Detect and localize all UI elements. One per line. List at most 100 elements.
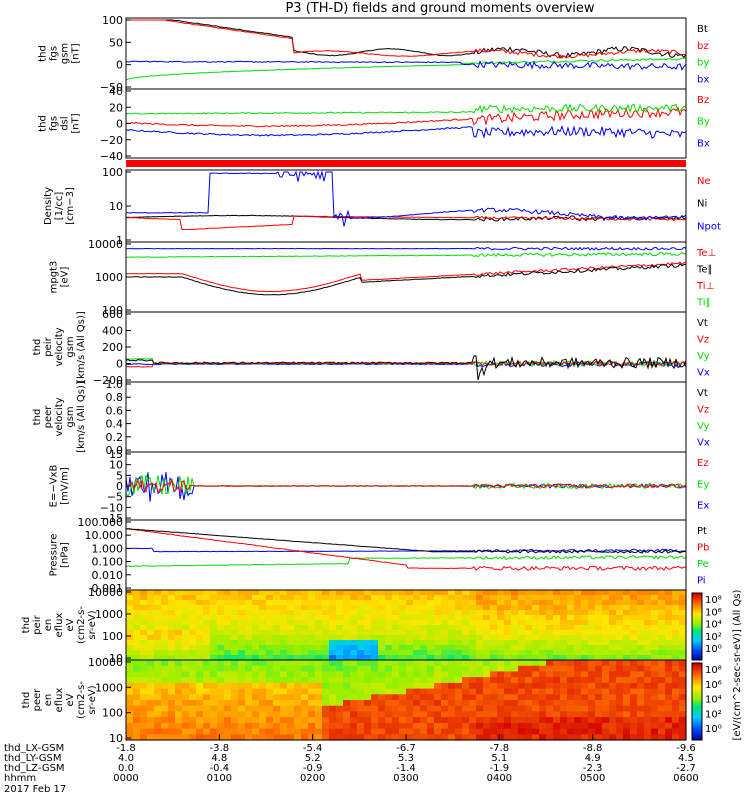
colorbar-tick: 10⁰: [705, 724, 722, 735]
heatmap-cell: [147, 645, 155, 651]
heatmap-cell: [609, 734, 617, 741]
legend-ti∥: Ti∥: [696, 298, 711, 309]
heatmap-cell: [385, 665, 393, 672]
heatmap-cell: [497, 688, 505, 695]
heatmap-cell: [560, 595, 568, 601]
heatmap-cell: [329, 660, 337, 667]
heatmap-cell: [441, 734, 449, 741]
ephemeris-value: 4.8: [211, 753, 227, 764]
y-axis-label-line: thd: [21, 617, 32, 634]
heatmap-cell: [280, 640, 288, 646]
colorbar-cell: [692, 631, 702, 634]
heatmap-cell: [518, 645, 526, 651]
heatmap-cell: [154, 711, 162, 718]
heatmap-cell: [595, 645, 603, 651]
heatmap-cell: [126, 630, 134, 636]
heatmap-cell: [609, 600, 617, 606]
heatmap-cell: [476, 688, 484, 695]
heatmap-cell: [371, 682, 379, 690]
heatmap-cell: [294, 682, 302, 690]
y-tick-label: 600: [102, 308, 123, 321]
heatmap-cell: [525, 688, 533, 695]
heatmap-cell: [385, 605, 393, 611]
heatmap-cell: [357, 660, 365, 667]
heatmap-cell: [567, 610, 575, 616]
heatmap-cell: [532, 645, 540, 651]
heatmap-cell: [154, 677, 162, 684]
heatmap-cell: [469, 688, 477, 695]
heatmap-cell: [448, 610, 456, 616]
heatmap-cell: [357, 635, 365, 641]
heatmap-cell: [567, 590, 575, 596]
heatmap-cell: [189, 728, 197, 735]
colorbar-cell: [692, 705, 702, 708]
heatmap-cell: [441, 650, 449, 656]
heatmap-cell: [623, 650, 631, 656]
heatmap-cell: [525, 595, 533, 601]
heatmap-cell: [462, 694, 470, 701]
heatmap-cell: [560, 620, 568, 626]
heatmap-cell: [658, 640, 666, 646]
heatmap-cell: [210, 620, 218, 626]
heatmap-cell: [203, 660, 211, 667]
heatmap-cell: [434, 610, 442, 616]
heatmap-cell: [168, 630, 176, 636]
y-axis-label: thdpeirenefluxeV(cm2-s-sr-eV): [21, 606, 98, 644]
heatmap-cell: [546, 728, 554, 735]
heatmap-cell: [399, 717, 407, 724]
heatmap-cell: [231, 605, 239, 611]
heatmap-cell: [455, 722, 463, 730]
heatmap-cell: [455, 600, 463, 606]
heatmap-cell: [364, 677, 372, 684]
heatmap-cell: [532, 610, 540, 616]
y-tick-label: 100: [102, 707, 123, 720]
heatmap-cell: [476, 734, 484, 741]
heatmap-cell: [623, 711, 631, 718]
colorbar-cell: [692, 629, 702, 633]
heatmap-cell: [574, 660, 582, 667]
heatmap-cell: [140, 665, 148, 672]
heatmap-cell: [392, 615, 400, 621]
heatmap-cell: [378, 660, 386, 667]
heatmap-cell: [518, 665, 526, 672]
heatmap-cell: [644, 728, 652, 735]
heatmap-cell: [217, 640, 225, 646]
heatmap-cell: [665, 595, 673, 601]
y-tick-label: 0.010: [92, 569, 124, 582]
heatmap-cell: [364, 600, 372, 606]
heatmap-cell: [189, 711, 197, 718]
ephemeris-value: -1.9: [490, 763, 510, 774]
heatmap-cell: [616, 705, 624, 712]
heatmap-cell: [511, 671, 519, 678]
heatmap-cell: [553, 700, 561, 707]
heatmap-cell: [581, 722, 589, 730]
heatmap-cell: [546, 682, 554, 690]
heatmap-cell: [161, 610, 169, 616]
heatmap-cell: [560, 640, 568, 646]
heatmap-cell: [406, 635, 414, 641]
heatmap-cell: [343, 688, 351, 695]
heatmap-cell: [266, 590, 274, 596]
heatmap-cell: [140, 717, 148, 724]
colorbar-cell: [692, 691, 702, 695]
heatmap-cell: [245, 677, 253, 684]
heatmap-cell: [462, 722, 470, 730]
heatmap-cell: [133, 705, 141, 712]
heatmap-cell: [196, 688, 204, 695]
heatmap-cell: [525, 615, 533, 621]
heatmap-cell: [392, 650, 400, 656]
heatmap-cell: [329, 671, 337, 678]
heatmap-cell: [448, 605, 456, 611]
heatmap-cell: [154, 595, 162, 601]
heatmap-cell: [126, 615, 134, 621]
heatmap-cell: [623, 615, 631, 621]
heatmap-cell: [147, 595, 155, 601]
legend-by: By: [697, 117, 710, 128]
heatmap-cell: [147, 700, 155, 707]
heatmap-cell: [644, 605, 652, 611]
heatmap-cell: [546, 590, 554, 596]
heatmap-cell: [651, 722, 659, 730]
heatmap-cell: [147, 717, 155, 724]
heatmap-cell: [546, 605, 554, 611]
heatmap-cell: [231, 711, 239, 718]
